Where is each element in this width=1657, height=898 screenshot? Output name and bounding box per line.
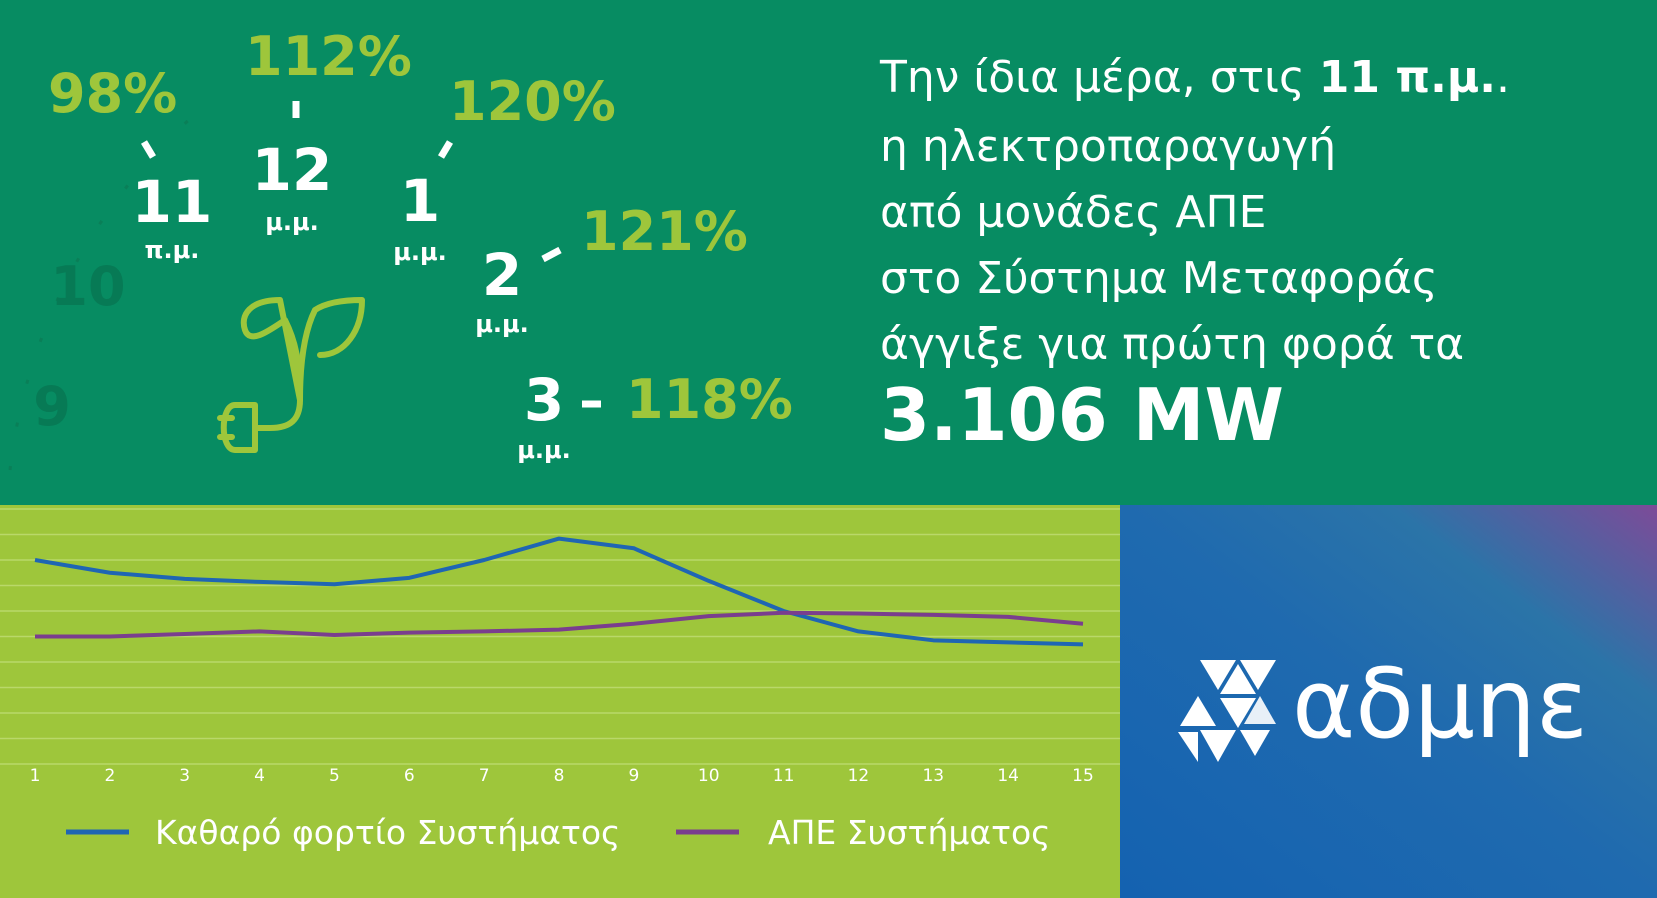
x-tick-label: 14 [997,766,1019,786]
hour-period: μ.μ. [393,238,447,266]
x-tick-label: 10 [698,766,720,786]
x-tick-label: 4 [254,766,265,786]
top-panel [0,0,1657,505]
legend-label: Καθαρό φορτίο Συστήματος [155,813,620,852]
hour-share: 112% [245,25,412,88]
faint-hour: 10 [50,255,125,318]
headline-text: Την ίδια μέρα, στις [879,52,1319,103]
hour-period: μ.μ. [517,436,571,464]
dial-tick [140,140,157,159]
dial-ticks [140,101,601,408]
hour-period: μ.μ. [265,208,319,236]
x-tick-label: 15 [1072,766,1094,786]
x-tick-label: 8 [554,766,565,786]
x-tick-label: 9 [628,766,639,786]
headline-text: . [1496,52,1510,103]
x-tick-label: 7 [479,766,490,786]
headline-line: άγγιξε για πρώτη φορά τα [880,319,1464,370]
dial-tick [541,246,562,263]
logo-mark [1178,660,1276,762]
legend-label: ΑΠΕ Συστήματος [768,813,1051,852]
chart-panel [0,505,1120,898]
faint-hour: 9 [33,375,71,438]
hour-period: μ.μ. [475,310,529,338]
x-tick-label: 2 [104,766,115,786]
hour-number: 11 [132,168,213,236]
hour-share: 98% [48,62,177,125]
hour-share: 120% [449,70,616,133]
headline-line: στο Σύστημα Μεταφοράς [880,253,1438,304]
x-tick-label: 6 [404,766,415,786]
headline-line: Την ίδια μέρα, στις 11 π.μ.. [879,52,1510,103]
x-tick-label: 1 [30,766,41,786]
hour-number: 12 [252,136,333,204]
x-tick-label: 5 [329,766,340,786]
series-line [35,610,1084,639]
x-tick-label: 11 [773,766,795,786]
series-line [34,536,1084,647]
hour-number: 2 [482,241,522,309]
dial-tick [437,140,454,159]
hour-number: 1 [400,167,440,235]
hour-period: π.μ. [145,236,200,264]
logo-panel [1120,505,1657,898]
plant-icon [217,297,365,453]
x-tick-label: 13 [922,766,944,786]
x-tick-label: 12 [848,766,870,786]
headline-line: από μονάδες ΑΠΕ [880,187,1266,238]
logo-text: αδμηε [1292,648,1588,760]
hour-share: 118% [626,368,793,431]
headline-bold: 11 π.μ. [1319,52,1496,103]
headline-line: η ηλεκτροπαραγωγή [880,121,1336,172]
hour-share: 121% [581,200,748,263]
headline-figure: 3.106 MW [880,373,1284,457]
x-tick-label: 3 [179,766,190,786]
hour-number: 3 [524,366,564,434]
